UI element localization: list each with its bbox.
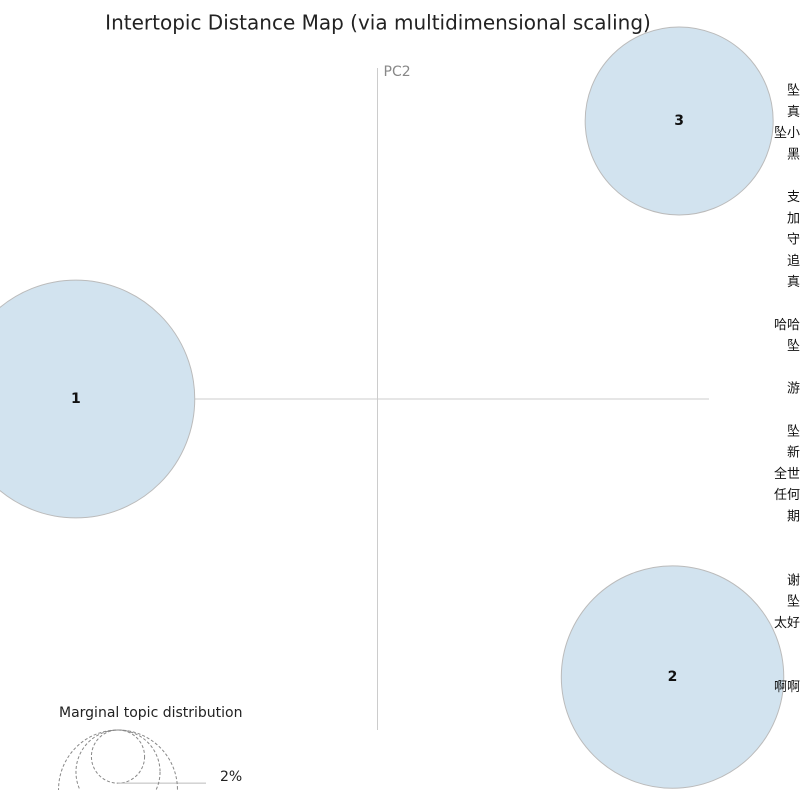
term-label[interactable]: 守: [787, 233, 800, 248]
term-label[interactable]: 啊啊: [774, 680, 800, 695]
term-label[interactable]: 谢: [787, 572, 800, 588]
topic-label: 2: [668, 669, 678, 685]
term-label[interactable]: 太好: [774, 616, 800, 631]
term-label[interactable]: 哈哈: [774, 318, 800, 333]
term-label[interactable]: 坠小: [774, 125, 800, 141]
topic-bubble[interactable]: [560, 565, 785, 789]
size-legend-circle: [75, 729, 161, 790]
topic-label: 1: [71, 391, 81, 407]
term-label[interactable]: 追: [787, 253, 800, 269]
term-label[interactable]: 黑: [787, 147, 800, 162]
topic-bubble[interactable]: [584, 26, 774, 216]
term-label[interactable]: 真: [787, 275, 800, 290]
term-label[interactable]: 游: [787, 382, 800, 397]
term-label[interactable]: 坠: [787, 423, 800, 439]
term-label[interactable]: 坠: [787, 594, 800, 610]
topic-label: 3: [674, 113, 684, 129]
term-label[interactable]: 支: [787, 190, 800, 205]
term-label[interactable]: 全世: [774, 466, 800, 482]
size-legend-title: Marginal topic distribution: [59, 705, 243, 721]
chart-title: Intertopic Distance Map (via multidimens…: [105, 11, 651, 35]
topic-bubble[interactable]: [0, 279, 196, 519]
term-label[interactable]: 任何: [774, 487, 800, 503]
size-legend-label: 2%: [220, 769, 242, 785]
term-label[interactable]: 加: [787, 211, 800, 226]
term-label[interactable]: 期: [787, 510, 800, 525]
term-label[interactable]: 新: [787, 445, 800, 461]
term-label[interactable]: 坠: [787, 338, 800, 354]
size-legend-circle: [90, 729, 146, 784]
term-label[interactable]: 坠: [787, 83, 800, 99]
y-axis-label: PC2: [384, 64, 411, 80]
size-legend-circle: [58, 729, 178, 790]
term-label[interactable]: 真: [787, 105, 800, 120]
